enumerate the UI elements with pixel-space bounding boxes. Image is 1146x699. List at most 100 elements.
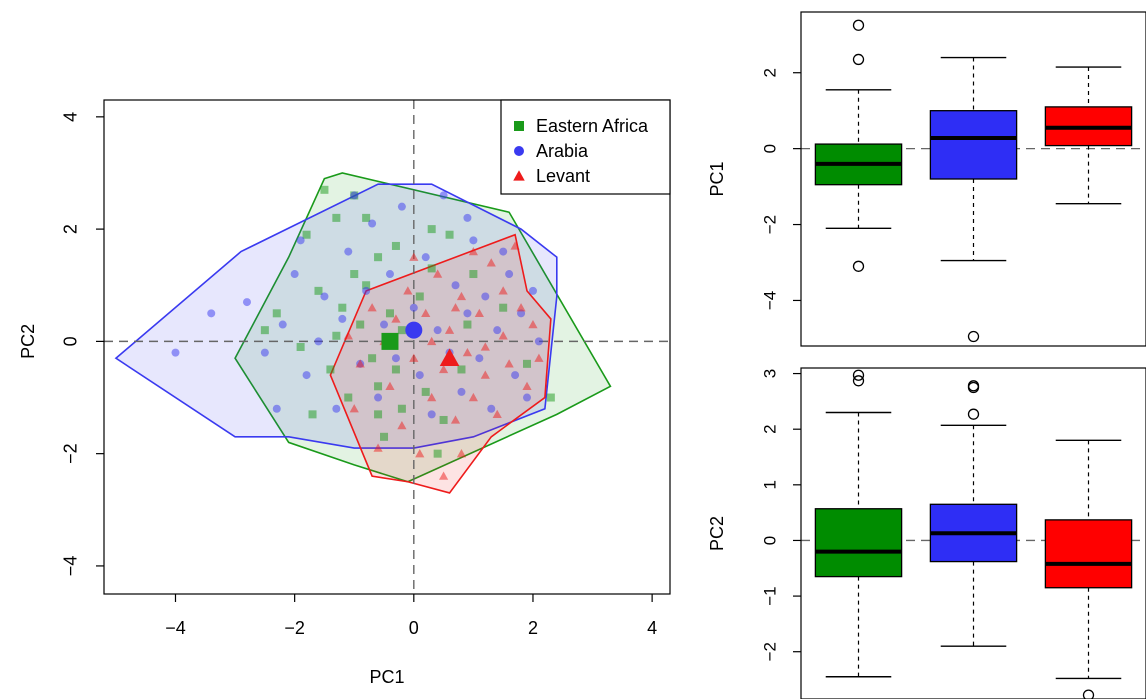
data-point <box>409 303 418 312</box>
y-tick-label: 2 <box>760 68 779 77</box>
legend-marker-levant <box>513 170 525 181</box>
data-point <box>362 213 371 222</box>
y-tick-label: 1 <box>760 480 779 489</box>
data-point <box>380 432 389 441</box>
data-point <box>260 348 269 357</box>
y-tick-label: 3 <box>760 369 779 378</box>
box-levant <box>1044 439 1133 699</box>
box-eastern-africa <box>814 369 903 678</box>
legend-marker-arabia <box>514 146 524 156</box>
y-tick-label: 0 <box>760 144 779 153</box>
data-point <box>272 404 281 413</box>
y-tick-label: 2 <box>760 424 779 433</box>
data-point <box>456 449 467 458</box>
outlier-point <box>967 408 980 420</box>
data-point <box>374 253 383 262</box>
plot-frame <box>103 99 671 595</box>
data-point <box>272 309 281 318</box>
x-tick-label: 0 <box>409 618 419 638</box>
hull-arabia <box>114 183 558 449</box>
box-arabia <box>929 380 1018 647</box>
data-point <box>374 382 383 391</box>
data-point <box>242 298 251 307</box>
data-point <box>444 325 455 334</box>
pca-scatter-panel: −4 −2 0 2 4 −4 −2 0 2 4 PC1 PC2 Eastern Africa Arabia… <box>18 99 671 687</box>
y-tick-label: −2 <box>760 642 779 661</box>
data-point <box>480 342 490 351</box>
data-point <box>171 348 180 357</box>
outlier-point <box>967 330 980 343</box>
data-point <box>355 359 365 368</box>
data-point <box>380 320 389 329</box>
data-point <box>290 270 299 279</box>
data-point <box>338 303 347 312</box>
outlier-point <box>852 375 865 387</box>
y-axis-label: PC2 <box>707 516 727 551</box>
data-point <box>463 309 472 318</box>
data-point <box>492 409 502 419</box>
data-point <box>302 371 311 380</box>
plot-frame <box>800 367 1146 699</box>
outlier-point <box>1082 689 1095 699</box>
data-point <box>475 354 484 363</box>
data-point <box>462 348 473 357</box>
data-point <box>427 225 436 234</box>
data-point <box>468 392 478 402</box>
data-point <box>468 246 478 256</box>
data-point <box>362 286 371 295</box>
plot-frame <box>800 11 1146 347</box>
data-point <box>469 270 478 279</box>
legend-label: Arabia <box>536 141 589 161</box>
data-point <box>463 213 472 222</box>
data-point <box>421 387 430 396</box>
data-point <box>456 291 467 301</box>
data-point <box>534 353 544 362</box>
legend: Eastern Africa Arabia Levant <box>500 99 671 195</box>
data-point <box>481 292 490 301</box>
data-point <box>308 410 317 419</box>
data-point <box>391 365 400 374</box>
y-tick-label: 0 <box>760 536 779 545</box>
pc2-boxplot-panel: −2 −1 0 1 2 3 PC2 <box>707 367 1146 699</box>
data-point <box>415 292 424 301</box>
box-arabia <box>929 56 1018 343</box>
data-point <box>546 393 555 402</box>
data-point <box>385 381 395 390</box>
box-iqr <box>929 110 1018 180</box>
data-point <box>368 354 377 363</box>
x-tick-label: −2 <box>284 618 305 638</box>
centroid-levant <box>439 348 460 367</box>
data-point <box>439 415 448 424</box>
data-point <box>349 404 359 413</box>
data-point <box>504 359 514 368</box>
data-point <box>433 449 442 458</box>
box-iqr <box>1044 519 1133 589</box>
data-point <box>278 320 287 329</box>
data-point <box>296 343 305 351</box>
data-point <box>523 359 532 368</box>
data-point <box>343 331 353 340</box>
data-point <box>427 336 437 346</box>
data-point <box>421 308 431 317</box>
centroid-eastern-africa <box>381 332 399 350</box>
data-point <box>397 404 406 413</box>
legend-marker-eastern-africa <box>514 121 524 131</box>
data-point <box>450 303 461 312</box>
data-point <box>367 303 377 312</box>
data-point <box>498 331 508 340</box>
y-tick-label: −2 <box>760 215 779 234</box>
data-point <box>368 219 377 228</box>
data-point <box>362 281 371 290</box>
data-point <box>499 303 508 312</box>
data-point <box>523 393 532 402</box>
data-point <box>385 270 394 279</box>
x-tick-label: −4 <box>165 618 186 638</box>
data-point <box>499 247 508 256</box>
data-point <box>332 213 341 222</box>
y-tick-label: 4 <box>61 112 81 122</box>
data-point <box>474 308 484 317</box>
legend-label: Levant <box>536 166 590 186</box>
data-point <box>522 381 532 390</box>
data-point <box>493 326 502 335</box>
data-point <box>415 371 424 380</box>
